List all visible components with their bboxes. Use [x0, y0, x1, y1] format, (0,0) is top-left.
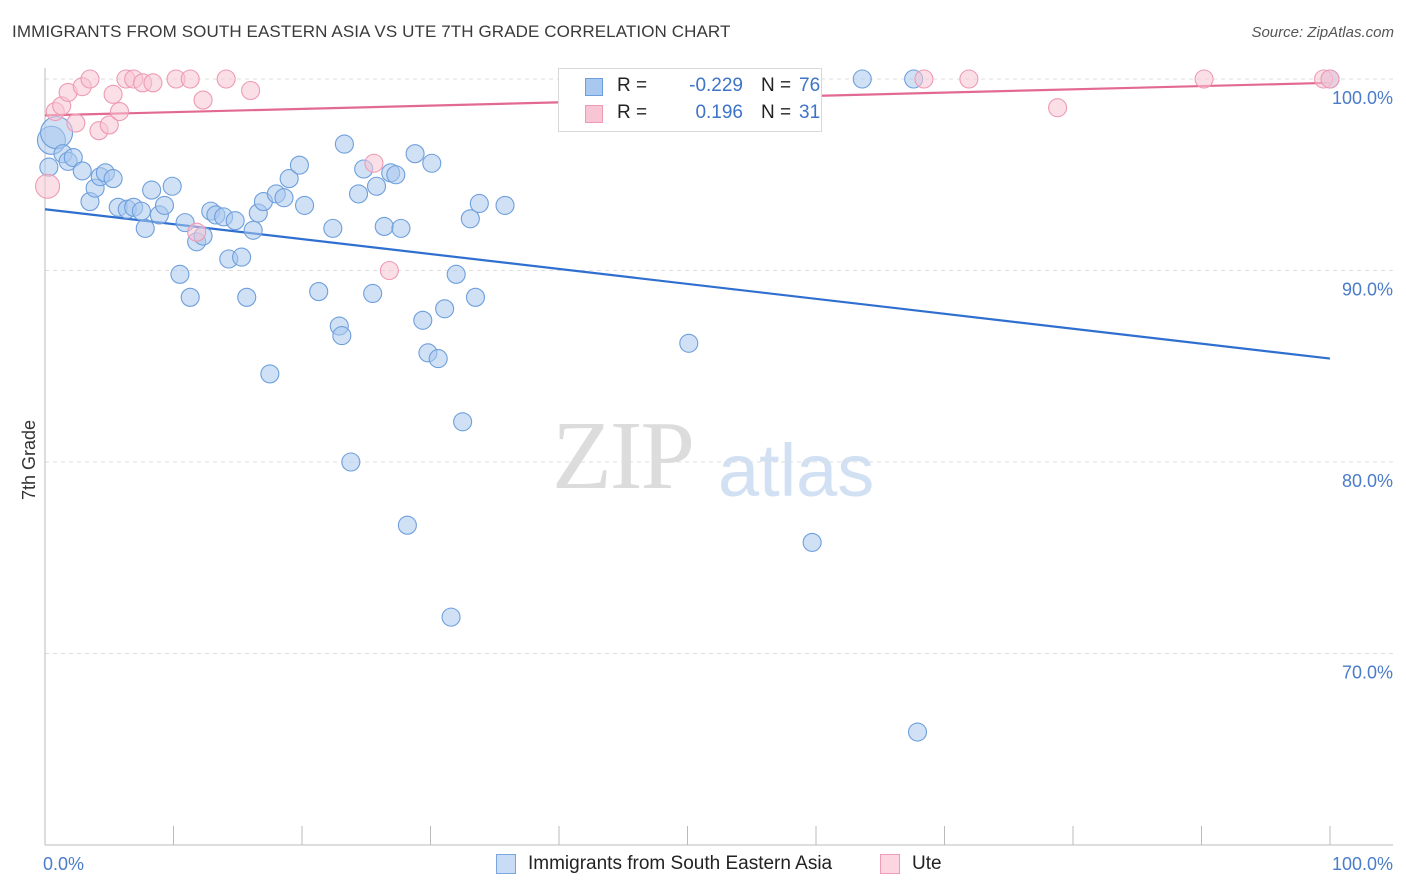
r-label: R =: [617, 75, 648, 96]
chart-title: IMMIGRANTS FROM SOUTH EASTERN ASIA VS UT…: [12, 22, 731, 41]
point-sea: [341, 452, 361, 472]
point-sea: [374, 216, 394, 237]
point-ute: [379, 260, 399, 281]
point-sea: [237, 287, 257, 307]
point-sea: [366, 176, 387, 196]
point-sea: [413, 310, 433, 330]
point-ute: [914, 69, 934, 89]
point-sea: [397, 515, 417, 535]
point-sea: [289, 155, 309, 175]
y-tick-label: 90.0%: [1342, 280, 1393, 300]
point-sea: [495, 195, 515, 215]
n-value: 76: [799, 75, 821, 96]
point-ute: [187, 222, 207, 242]
point-ute: [193, 90, 213, 110]
point-ute: [109, 102, 130, 122]
point-sea: [802, 532, 822, 552]
watermark-atlas: atlas: [718, 429, 875, 512]
point-sea: [422, 153, 442, 173]
point-sea: [142, 180, 162, 200]
point-ute: [66, 113, 86, 133]
point-sea: [279, 169, 299, 189]
x-tick-label: 0.0%: [43, 854, 84, 874]
point-ute: [103, 84, 123, 104]
point-ute: [1048, 98, 1068, 118]
point-sea: [295, 195, 315, 215]
point-sea: [465, 287, 486, 307]
point-sea: [243, 220, 263, 240]
point-sea: [131, 201, 151, 221]
r-value: -0.229: [689, 75, 743, 96]
legend-swatch-blue: [585, 78, 603, 96]
point-sea: [170, 264, 190, 284]
point-sea: [907, 722, 928, 742]
point-ute: [1320, 69, 1340, 89]
legend-swatch-pink: [585, 105, 603, 123]
point-sea: [363, 283, 383, 304]
point-sea: [63, 147, 83, 168]
point-ute: [364, 153, 384, 173]
point-sea: [348, 184, 369, 204]
legend-swatch-pink: [880, 854, 900, 874]
point-sea: [72, 161, 92, 181]
point-ute: [99, 115, 119, 135]
y-tick-label: 70.0%: [1342, 663, 1393, 683]
n-label: N =: [761, 102, 792, 123]
point-ute: [959, 69, 979, 89]
point-sea: [154, 195, 175, 215]
y-tick-label: 80.0%: [1342, 471, 1393, 491]
point-sea: [103, 169, 123, 189]
grid-lines: [45, 78, 1393, 654]
point-sea: [453, 412, 473, 432]
point-sea: [39, 157, 59, 177]
watermark-zip: ZIP: [552, 402, 695, 510]
point-ute: [1194, 69, 1214, 89]
n-value: 31: [799, 102, 821, 123]
point-sea: [428, 349, 448, 369]
point-sea: [135, 218, 155, 238]
y-axis-label: 7th Grade: [19, 420, 39, 500]
n-label: N =: [761, 75, 792, 96]
y-tick-label: 100.0%: [1332, 88, 1393, 108]
point-sea: [446, 264, 466, 284]
point-ute: [241, 80, 261, 101]
point-sea: [309, 282, 329, 302]
point-sea: [460, 209, 480, 229]
axes: [44, 68, 1393, 846]
point-sea: [232, 247, 252, 267]
point-sea: [405, 144, 425, 164]
point-sea: [334, 134, 354, 154]
r-value: 0.196: [695, 102, 743, 123]
tick-labels: 100.0% 90.0% 80.0% 70.0% 0.0% 100.0%: [43, 88, 1393, 874]
r-label: R =: [617, 102, 648, 123]
point-sea: [469, 193, 489, 214]
point-sea: [274, 188, 294, 208]
point-sea: [323, 218, 343, 238]
stats-legend: R = -0.229 N = 76 R = 0.196 N = 31: [558, 68, 822, 132]
point-sea: [225, 211, 245, 231]
point-sea: [386, 165, 406, 185]
data-points: [35, 69, 1340, 742]
legend-swatch-blue: [496, 854, 516, 874]
point-sea: [441, 607, 461, 627]
point-ute: [35, 173, 61, 199]
legend-label-series1: Immigrants from South Eastern Asia: [528, 853, 833, 874]
point-ute: [143, 73, 163, 93]
point-ute: [80, 69, 100, 89]
point-sea: [435, 299, 455, 319]
source-label: Source: ZipAtlas.com: [1251, 24, 1394, 41]
point-sea: [180, 287, 200, 307]
point-sea: [852, 69, 872, 89]
point-ute: [180, 69, 200, 89]
legend-label-series2: Ute: [912, 853, 942, 874]
point-sea: [162, 176, 182, 196]
point-ute: [216, 69, 236, 89]
point-sea: [391, 218, 411, 238]
x-tick-label: 100.0%: [1332, 854, 1393, 874]
point-sea: [332, 326, 352, 346]
point-sea: [679, 333, 699, 353]
point-sea: [260, 364, 280, 384]
